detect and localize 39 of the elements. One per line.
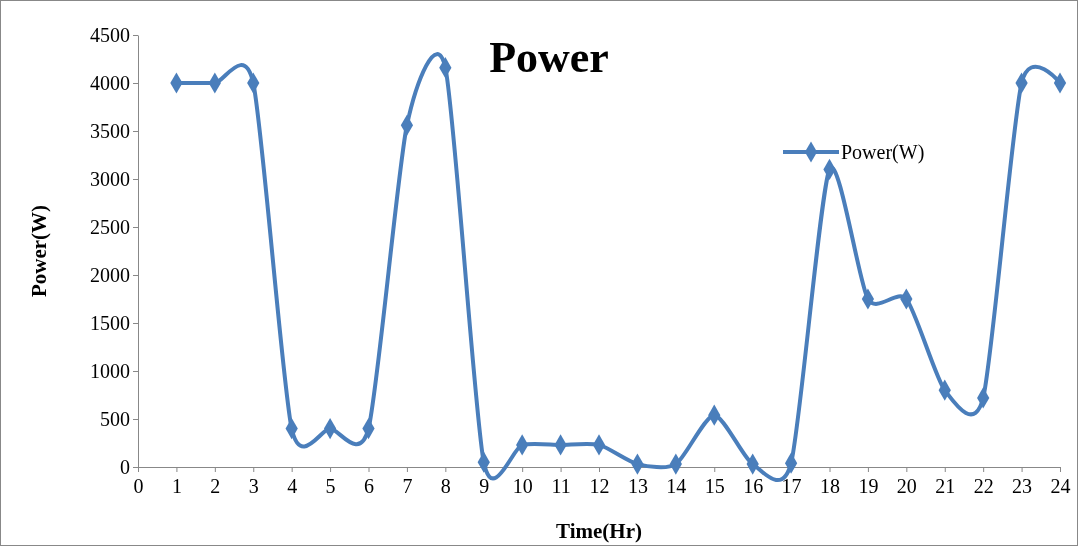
x-tick-label: 2 xyxy=(210,475,221,497)
y-tick-label: 3000 xyxy=(90,167,130,190)
x-tick-label: 23 xyxy=(1012,475,1033,497)
x-tick-label: 15 xyxy=(704,475,725,497)
x-tick-label: 24 xyxy=(1050,475,1071,497)
x-tick-label: 18 xyxy=(820,475,840,497)
x-tick-label: 16 xyxy=(743,475,764,497)
x-tick-label: 13 xyxy=(627,475,648,497)
x-tick-label: 9 xyxy=(479,475,490,497)
x-tick-label: 10 xyxy=(512,475,533,497)
x-tick-label: 21 xyxy=(935,475,956,497)
y-tick-label: 1000 xyxy=(90,359,130,382)
x-tick-label: 20 xyxy=(896,475,917,497)
x-tick-label: 1 xyxy=(171,475,182,497)
y-axis-title: Power(W) xyxy=(27,204,51,298)
x-tick-label: 12 xyxy=(589,475,610,497)
y-tick-label: 4000 xyxy=(90,71,130,94)
y-tick-label: 4500 xyxy=(90,23,130,46)
x-tick-label: 22 xyxy=(973,475,994,497)
x-axis-title: Time(Hr) xyxy=(556,519,642,543)
x-tick-label: 17 xyxy=(781,475,802,497)
x-tick-label: 11 xyxy=(551,475,571,497)
y-tick-label: 1500 xyxy=(90,311,130,334)
y-tick-label: 2500 xyxy=(90,215,130,238)
y-tick-label: 3500 xyxy=(90,119,130,142)
x-tick-label: 14 xyxy=(666,475,687,497)
y-tick-label: 0 xyxy=(120,455,130,478)
x-tick-label: 6 xyxy=(364,475,374,497)
x-tick-label: 8 xyxy=(440,475,451,497)
x-tick-label: 3 xyxy=(248,475,259,497)
x-tick-label: 19 xyxy=(858,475,879,497)
legend-label: Power(W) xyxy=(841,141,925,164)
chart-title: Power xyxy=(489,33,609,82)
x-tick-label: 0 xyxy=(133,475,144,497)
x-tick-label: 5 xyxy=(325,475,336,497)
x-tick-label: 7 xyxy=(402,475,413,497)
y-tick-label: 500 xyxy=(100,407,130,430)
x-tick-label: 4 xyxy=(287,475,298,497)
y-tick-label: 2000 xyxy=(90,263,130,286)
